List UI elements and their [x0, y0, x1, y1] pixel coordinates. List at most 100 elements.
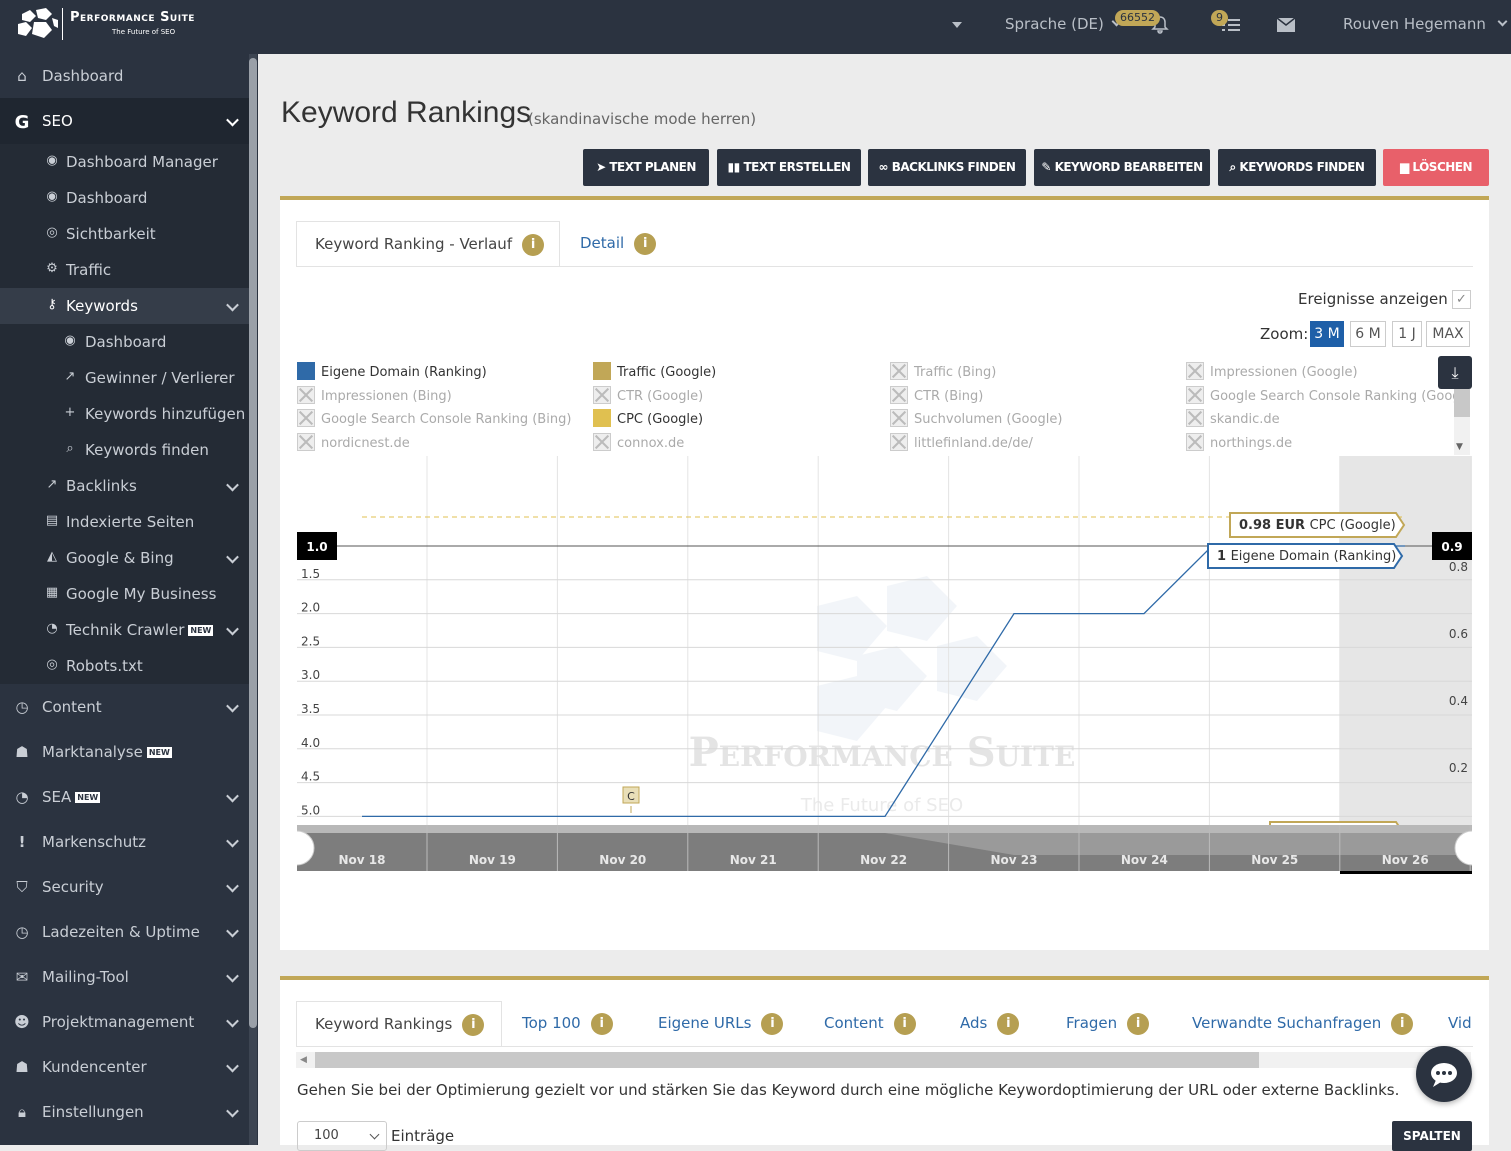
sidebar-item-keywords-dashboard[interactable]: ◉ Dashboard: [0, 324, 249, 360]
sidebar-item-traffic[interactable]: ⚙ Traffic: [0, 252, 249, 288]
sidebar-item-robots-txt[interactable]: ◎ Robots.txt: [0, 648, 249, 684]
info-icon[interactable]: i: [1391, 1012, 1414, 1035]
sidebar-item-sea[interactable]: ◔ SEA NEW: [0, 774, 249, 819]
sidebar-item-content[interactable]: ◷ Content: [0, 684, 249, 729]
legend-scroll-thumb[interactable]: [1454, 389, 1470, 417]
legend-item[interactable]: Traffic (Bing): [890, 362, 996, 380]
spalten-button[interactable]: SPALTEN: [1392, 1121, 1472, 1151]
text-planen-button[interactable]: ➤ TEXT PLANEN: [583, 149, 709, 186]
bottom-tab[interactable]: Content i: [824, 1001, 936, 1046]
sidebar-item-mailing-tool[interactable]: ✉ Mailing-Tool: [0, 954, 249, 999]
loeschen-button[interactable]: ▆ LÖSCHEN: [1383, 149, 1489, 186]
zoom-6m-button[interactable]: 6 M: [1350, 321, 1386, 347]
legend-item[interactable]: Impressionen (Google): [1186, 362, 1358, 380]
sidebar-item-ladezeiten[interactable]: ◷ Ladezeiten & Uptime: [0, 909, 249, 954]
info-icon[interactable]: i: [462, 1013, 485, 1036]
legend-item[interactable]: Impressionen (Bing): [297, 385, 452, 404]
events-label: Ereignisse anzeigen: [1298, 290, 1448, 308]
sidebar-scroll-thumb[interactable]: [249, 58, 257, 1028]
sidebar-item-projektmanagement[interactable]: ☻ Projektmanagement: [0, 999, 249, 1044]
zoom-max-button[interactable]: MAX: [1426, 321, 1470, 347]
legend-item[interactable]: Suchvolumen (Google): [890, 409, 1062, 428]
legend-item[interactable]: nordicnest.de: [297, 433, 410, 452]
legend-label: Impressionen (Bing): [321, 388, 452, 404]
info-icon[interactable]: i: [522, 233, 545, 256]
legend-item[interactable]: Traffic (Google): [593, 362, 716, 380]
info-icon[interactable]: i: [590, 1012, 613, 1035]
keywords-finden-button[interactable]: ⌕ KEYWORDS FINDEN: [1218, 149, 1376, 186]
legend-item[interactable]: Google Search Console Ranking (Goog: [1186, 385, 1454, 404]
legend-item[interactable]: CPC (Google): [593, 409, 703, 428]
bottom-tab[interactable]: Ads i: [960, 1001, 1042, 1046]
zoom-3m-button[interactable]: 3 M: [1310, 321, 1344, 347]
info-icon[interactable]: i: [893, 1012, 916, 1035]
sidebar-item-marktanalyse[interactable]: ☗ Marktanalyse NEW: [0, 729, 249, 774]
users-icon: ☗: [15, 1057, 29, 1076]
legend-item[interactable]: northings.de: [1186, 433, 1292, 452]
bottom-tab[interactable]: Eigene URLs i: [658, 1001, 798, 1046]
bottom-tab[interactable]: Fragen i: [1066, 1001, 1176, 1046]
sidebar-item-kundencenter[interactable]: ☗ Kundencenter: [0, 1044, 249, 1089]
sidebar-item-indexierte-seiten[interactable]: ▤ Indexierte Seiten: [0, 504, 249, 540]
legend-item[interactable]: littlefinland.de/de/: [890, 433, 1033, 452]
caret-left-icon[interactable]: ◀: [300, 1055, 307, 1065]
sidebar-item-google-my-business[interactable]: ▦ Google My Business: [0, 576, 249, 612]
sidebar-item-dashboard[interactable]: ⌂ Dashboard: [0, 54, 249, 98]
legend-item[interactable]: Eigene Domain (Ranking): [297, 362, 487, 380]
bottom-tab[interactable]: Keyword Rankings i: [296, 1001, 502, 1046]
chat-button[interactable]: [1416, 1046, 1472, 1102]
events-checkbox[interactable]: ✓: [1452, 290, 1471, 309]
info-icon[interactable]: i: [761, 1012, 784, 1035]
bottom-tab[interactable]: Verwandte Suchanfragen i: [1192, 1001, 1422, 1046]
notifications-button[interactable]: [1150, 0, 1170, 54]
sidebar-item-gewinner-verlierer[interactable]: ↗ Gewinner / Verlierer: [0, 360, 249, 396]
legend-item[interactable]: connox.de: [593, 433, 684, 452]
bottom-tab[interactable]: Top 100 i: [522, 1001, 640, 1046]
sidebar-item-sichtbarkeit[interactable]: ◎ Sichtbarkeit: [0, 216, 249, 252]
y-right-tick: 0.8: [1449, 560, 1468, 574]
tab-detail[interactable]: Detail i: [580, 221, 700, 266]
legend-item[interactable]: skandic.de: [1186, 409, 1280, 428]
sidebar-item-keywords-finden[interactable]: ⌕ Keywords finden: [0, 432, 249, 468]
sidebar-item-seo[interactable]: G SEO: [0, 98, 249, 144]
sidebar-item-markenschutz[interactable]: ! Markenschutz: [0, 819, 249, 864]
sidebar-item-technik-crawler[interactable]: ◔ Technik Crawler NEW: [0, 612, 249, 648]
tabs-scroll-thumb[interactable]: [315, 1052, 1259, 1068]
ranking-chart[interactable]: Performance Suite The Future of SEO 1.5 2.0…: [297, 456, 1472, 876]
legend-item[interactable]: CTR (Google): [593, 385, 703, 404]
sidebar-item-keywords[interactable]: ⚷ Keywords: [0, 288, 249, 324]
legend-item[interactable]: CTR (Bing): [890, 385, 983, 404]
backlinks-finden-button[interactable]: ∞ BACKLINKS FINDEN: [868, 149, 1026, 186]
project-dropdown[interactable]: [952, 0, 962, 54]
sidebar-item-seo-dashboard[interactable]: ◉ Dashboard: [0, 180, 249, 216]
download-button[interactable]: ⤓: [1438, 356, 1472, 389]
sidebar-item-einstellungen[interactable]: 🔒︎ Einstellungen: [0, 1089, 249, 1134]
messages-button[interactable]: [1276, 0, 1296, 54]
logo-icon[interactable]: [14, 6, 60, 42]
chart-navigator[interactable]: Nov 18 Nov 19 Nov 20 Nov 21 Nov 22 Nov 23 Nov …: [297, 825, 1472, 871]
sidebar-item-keywords-hinzufuegen[interactable]: + Keywords hinzufügen: [0, 396, 249, 432]
keyword-bearbeiten-button[interactable]: ✎ KEYWORD BEARBEITEN: [1034, 149, 1210, 186]
zoom-1j-button[interactable]: 1 J: [1392, 321, 1422, 347]
language-selector[interactable]: Sprache (DE): [1005, 0, 1122, 54]
bottom-tab[interactable]: Vid: [1448, 1001, 1488, 1046]
caret-down-icon[interactable]: ▼: [1456, 442, 1463, 452]
navigator-handle-right: [1454, 830, 1472, 866]
entries-select[interactable]: 100: [297, 1121, 387, 1151]
tab-ranking-verlauf[interactable]: Keyword Ranking - Verlauf i: [296, 221, 560, 266]
text-erstellen-button[interactable]: ▮▮ TEXT ERSTELLEN: [717, 149, 861, 186]
chevron-down-icon: [226, 550, 239, 564]
sidebar-item-backlinks[interactable]: ↗ Backlinks: [0, 468, 249, 504]
tab-label: Keyword Rankings: [315, 1015, 453, 1033]
legend-label: Traffic (Bing): [914, 365, 997, 380]
info-icon[interactable]: i: [634, 232, 657, 255]
info-icon[interactable]: i: [997, 1012, 1020, 1035]
tasks-button[interactable]: [1220, 0, 1242, 54]
legend-item[interactable]: Google Search Console Ranking (Bing): [297, 409, 571, 428]
user-menu[interactable]: Rouven Hegemann: [1343, 0, 1508, 54]
sidebar-item-dashboard-manager[interactable]: ◉ Dashboard Manager: [0, 144, 249, 180]
sidebar-item-security[interactable]: ⛉ Security: [0, 864, 249, 909]
main-content: Keyword Rankings (skandinavische mode he…: [258, 54, 1511, 1145]
info-icon[interactable]: i: [1127, 1012, 1150, 1035]
sidebar-item-google-bing[interactable]: ◭ Google & Bing: [0, 540, 249, 576]
